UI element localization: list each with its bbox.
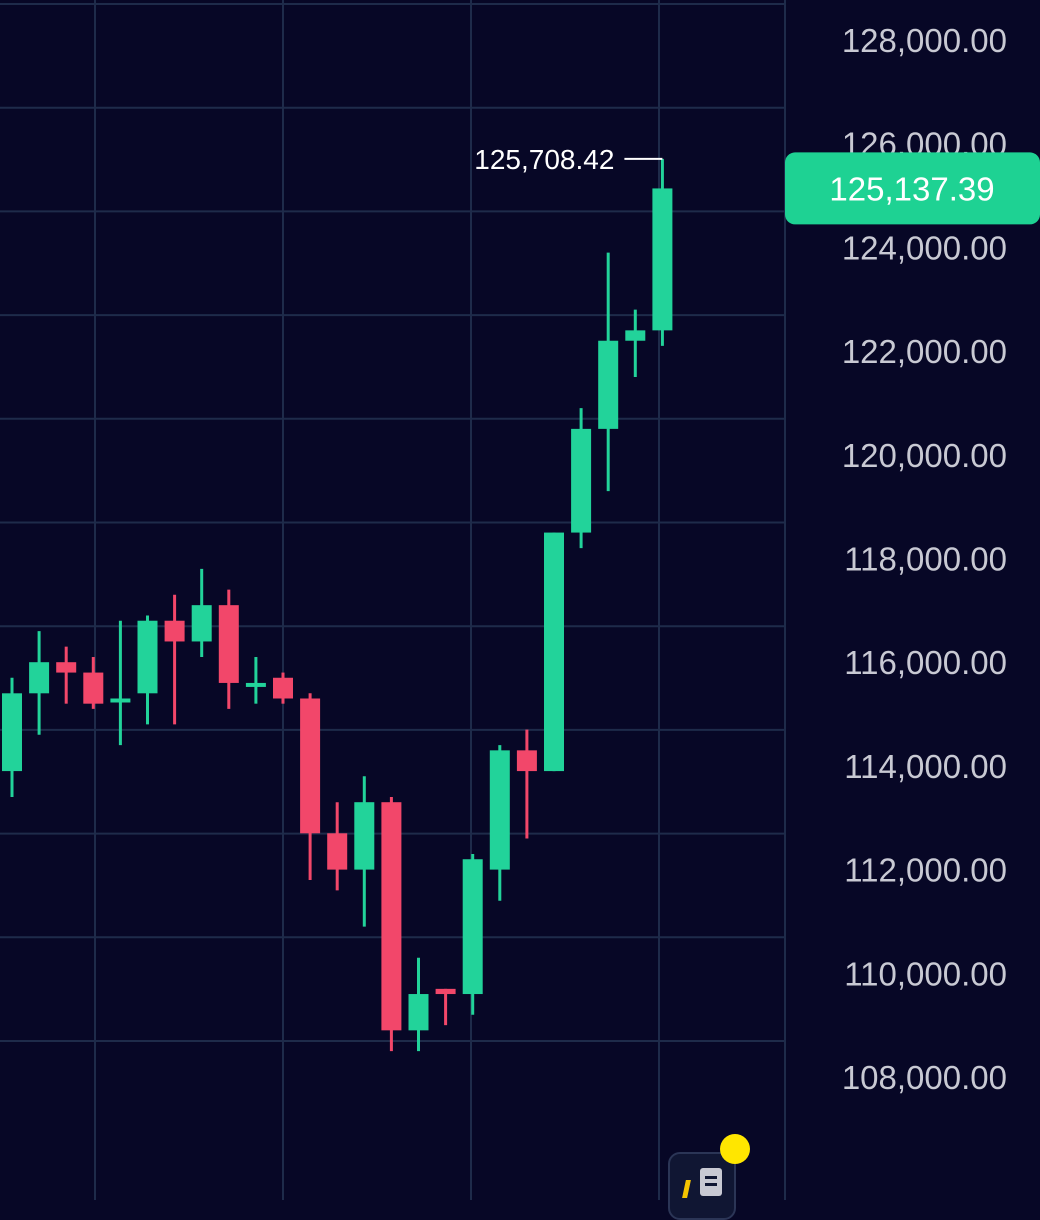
price-axis-tick-label: 128,000.00 (842, 22, 1007, 59)
candle-body (273, 677, 293, 699)
candle-body (516, 750, 537, 772)
candle-body (571, 428, 592, 533)
candle (300, 693, 321, 880)
candle (598, 252, 619, 492)
candles (2, 158, 673, 1052)
high-marker: 125,708.42 (474, 144, 663, 175)
price-axis-tick-label: 120,000.00 (842, 437, 1007, 474)
candle (245, 657, 266, 704)
price-axis-tick-label: 108,000.00 (842, 1059, 1007, 1096)
candle-body (544, 532, 564, 772)
candle-body (56, 662, 77, 673)
candle-body (245, 682, 266, 687)
candle-body (625, 330, 646, 341)
candle-body (598, 340, 619, 429)
candle-body (462, 859, 483, 995)
candle-body (83, 672, 104, 704)
candle (218, 589, 239, 709)
price-axis-tick-label: 114,000.00 (844, 748, 1007, 785)
candle (435, 988, 456, 1026)
last-price-label: 125,137.39 (829, 170, 994, 207)
candle (408, 957, 429, 1052)
candle (164, 594, 185, 725)
candle (652, 158, 673, 346)
candle (489, 745, 510, 901)
last-price-tag-background (785, 152, 1040, 225)
candle-body (300, 698, 321, 834)
candle-body (408, 994, 429, 1031)
candle (273, 672, 293, 704)
candle (327, 802, 348, 891)
price-axis-tick-label: 116,000.00 (844, 644, 1007, 681)
candle (83, 657, 104, 709)
candle (571, 408, 592, 549)
candle (381, 797, 402, 1052)
candle (516, 729, 537, 839)
candle-body (137, 620, 158, 694)
candle-body (29, 662, 50, 694)
price-axis[interactable]: 108,000.00 110,000.00 112,000.00 114,000.00… (842, 22, 1007, 1096)
candle (625, 309, 646, 378)
candle (191, 568, 212, 658)
candle (2, 677, 22, 798)
last-price-tag: 125,137.39 (785, 152, 1040, 225)
candle (544, 532, 564, 772)
price-axis-tick-label: 122,000.00 (842, 333, 1007, 370)
candle-body (164, 620, 185, 642)
candle (354, 776, 375, 927)
indicator-list-icon (700, 1168, 722, 1196)
candle-body (2, 693, 22, 772)
candle-body (354, 802, 375, 870)
candle-body (327, 833, 348, 870)
indicators-button[interactable] (668, 1152, 736, 1220)
notification-dot-icon (720, 1134, 750, 1164)
candle-body (191, 605, 212, 642)
grid-lines (0, 0, 785, 1200)
price-axis-tick-label: 118,000.00 (844, 541, 1007, 578)
candle (110, 620, 131, 746)
candle-body (489, 750, 510, 870)
indicator-accent-icon (682, 1180, 691, 1198)
candle (137, 615, 158, 725)
candle-body (435, 988, 456, 995)
price-axis-tick-label: 112,000.00 (844, 852, 1007, 889)
candle-body (110, 698, 131, 703)
candle-body (381, 802, 402, 1031)
candle (462, 854, 483, 1015)
price-axis-tick-label: 110,000.00 (844, 955, 1007, 992)
candle (56, 646, 77, 704)
high-marker-label: 125,708.42 (474, 144, 614, 175)
candle-body (218, 605, 239, 683)
candle-body (652, 188, 673, 331)
price-axis-tick-label: 124,000.00 (842, 229, 1007, 266)
candle (29, 631, 50, 735)
